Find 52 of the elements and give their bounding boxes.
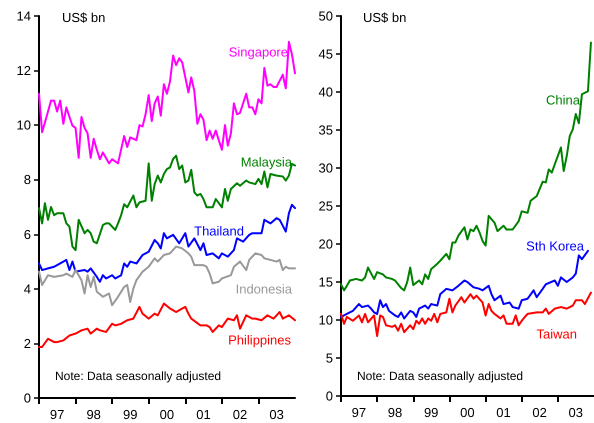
- y-tick-label: 15: [318, 274, 333, 290]
- x-tick-label: 99: [123, 407, 138, 422]
- y-tick-label: 25: [318, 198, 333, 214]
- x-tick-label: 02: [532, 405, 547, 420]
- y-tick-label: 35: [318, 122, 333, 138]
- series-label: Malaysia: [240, 154, 293, 170]
- series-label: Philippines: [228, 332, 292, 348]
- line-series: [38, 302, 296, 348]
- x-tick-label: 97: [352, 405, 366, 420]
- series-label: Thailand: [194, 224, 244, 238]
- y-tick-label: 0: [326, 388, 333, 404]
- x-tick-label: 03: [269, 407, 284, 422]
- x-tick-label: 00: [460, 405, 475, 420]
- y-tick-label: 14: [16, 8, 31, 24]
- y-tick-label: 10: [16, 118, 31, 133]
- series-label: Indonesia: [236, 282, 293, 296]
- x-tick-label: 02: [232, 407, 248, 422]
- y-tick-label: 4: [24, 281, 31, 296]
- y-axis-title: US$ bn: [363, 10, 406, 25]
- y-tick-label: 6: [24, 226, 31, 242]
- series-label: Taiwan: [536, 326, 577, 342]
- y-tick-label: 20: [318, 236, 333, 252]
- y-tick-label: 30: [318, 160, 333, 176]
- y-tick-label: 12: [16, 63, 31, 78]
- line-series: [38, 154, 296, 252]
- y-axis-title: US$ bn: [62, 10, 106, 25]
- x-tick-label: 01: [196, 407, 211, 422]
- x-tick-label: 97: [50, 407, 64, 422]
- x-tick-label: 99: [424, 405, 438, 420]
- y-tick-label: 50: [318, 8, 333, 24]
- y-tick-label: 40: [318, 84, 333, 100]
- x-tick-label: 01: [496, 405, 511, 420]
- annotation: Note: Data seasonally adjusted: [357, 369, 524, 383]
- x-tick-label: 00: [160, 407, 174, 422]
- line-series: [340, 42, 592, 292]
- annotation: Note: Data seasonally adjusted: [55, 369, 222, 383]
- y-tick-label: 45: [318, 46, 333, 62]
- x-tick-label: 98: [86, 407, 101, 422]
- y-tick-label: 0: [24, 390, 31, 406]
- y-tick-label: 5: [326, 350, 333, 366]
- x-tick-label: 03: [568, 405, 584, 420]
- y-tick-label: 2: [24, 336, 31, 351]
- x-tick-label: 98: [388, 405, 402, 420]
- line-series: [340, 292, 592, 337]
- line-series: [38, 204, 296, 283]
- series-label: Singapore: [228, 44, 288, 60]
- series-label: China: [546, 92, 581, 108]
- line-series: [340, 250, 589, 320]
- line-series: [38, 246, 296, 306]
- series-label: Sth Korea: [526, 238, 585, 254]
- y-tick-label: 10: [318, 312, 333, 328]
- y-tick-label: 8: [24, 172, 31, 188]
